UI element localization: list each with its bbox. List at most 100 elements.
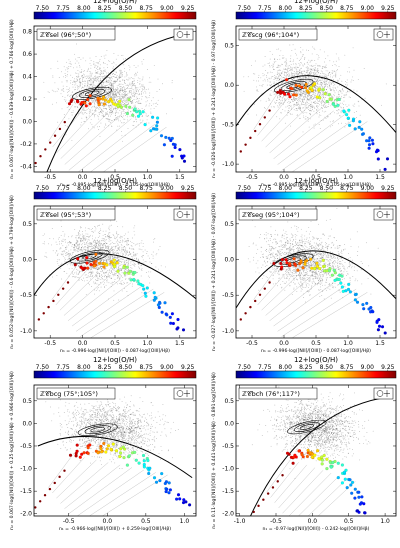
galaxy-point xyxy=(277,59,278,60)
galaxy-point xyxy=(295,67,296,68)
galaxy-point xyxy=(325,103,326,104)
galaxy-point xyxy=(86,274,87,275)
galaxy-point xyxy=(66,247,67,248)
galaxy-point xyxy=(80,241,81,242)
galaxy-point xyxy=(133,81,134,82)
galaxy-point xyxy=(75,94,76,95)
galaxy-point xyxy=(321,82,322,83)
galaxy-point xyxy=(119,268,120,269)
galaxy-point xyxy=(315,88,316,89)
galaxy-point xyxy=(114,274,115,275)
model-point xyxy=(155,128,158,131)
galaxy-point xyxy=(305,119,306,120)
galaxy-point xyxy=(339,109,340,110)
galaxy-point xyxy=(278,80,279,81)
galaxy-point xyxy=(298,67,299,68)
galaxy-point xyxy=(296,92,297,93)
galaxy-point xyxy=(311,72,312,73)
galaxy-point xyxy=(97,72,98,73)
galaxy-point xyxy=(142,86,143,87)
model-point xyxy=(310,86,313,89)
galaxy-point xyxy=(316,90,317,91)
galaxy-point xyxy=(131,101,132,102)
model-point xyxy=(362,132,365,135)
galaxy-point xyxy=(104,77,105,78)
galaxy-point xyxy=(94,94,95,95)
galaxy-point xyxy=(91,244,92,245)
galaxy-point xyxy=(286,66,287,67)
galaxy-point xyxy=(321,80,322,81)
galaxy-point xyxy=(69,96,70,97)
galaxy-point xyxy=(94,76,95,77)
galaxy-point xyxy=(106,96,107,97)
galaxy-point xyxy=(95,246,96,247)
galaxy-point xyxy=(124,262,125,263)
galaxy-point xyxy=(130,97,131,98)
galaxy-point xyxy=(331,83,332,84)
galaxy-point xyxy=(89,284,90,285)
galaxy-point xyxy=(305,92,306,93)
galaxy-point xyxy=(120,269,121,270)
galaxy-point xyxy=(73,250,74,251)
galaxy-point xyxy=(292,100,293,101)
galaxy-point xyxy=(256,80,257,81)
galaxy-point xyxy=(86,119,87,120)
galaxy-point xyxy=(119,94,120,95)
galaxy-point xyxy=(307,87,308,88)
galaxy-point xyxy=(108,119,109,120)
galaxy-point xyxy=(117,75,118,76)
galaxy-point xyxy=(62,245,63,246)
galaxy-point xyxy=(95,86,96,87)
colorbar-tick-label: 9.25 xyxy=(181,185,195,192)
galaxy-point xyxy=(323,76,324,77)
galaxy-point xyxy=(120,74,121,75)
galaxy-point xyxy=(86,236,87,237)
model-point xyxy=(289,95,292,98)
galaxy-point xyxy=(141,103,142,104)
galaxy-point xyxy=(85,76,86,77)
galaxy-point xyxy=(117,118,118,119)
galaxy-point xyxy=(286,58,287,59)
galaxy-point xyxy=(87,245,88,246)
galaxy-point xyxy=(157,104,158,105)
galaxy-point xyxy=(91,272,92,273)
galaxy-point xyxy=(154,238,155,239)
galaxy-point xyxy=(112,284,113,285)
galaxy-point xyxy=(115,80,116,81)
galaxy-point xyxy=(279,95,280,96)
galaxy-point xyxy=(118,78,119,79)
galaxy-point xyxy=(344,95,345,96)
galaxy-point xyxy=(65,125,66,126)
galaxy-point xyxy=(120,95,121,96)
galaxy-point xyxy=(67,76,68,77)
galaxy-point xyxy=(343,97,344,98)
model-point xyxy=(156,117,159,120)
galaxy-point xyxy=(101,84,102,85)
galaxy-point xyxy=(107,85,108,86)
galaxy-point xyxy=(328,75,329,76)
galaxy-point xyxy=(125,250,126,251)
galaxy-point xyxy=(134,107,135,108)
galaxy-point xyxy=(139,83,140,84)
model-point xyxy=(313,82,316,85)
galaxy-point xyxy=(72,235,73,236)
model-point-lowz xyxy=(259,123,261,125)
galaxy-point xyxy=(345,81,346,82)
galaxy-point xyxy=(68,91,69,92)
galaxy-point xyxy=(109,107,110,108)
galaxy-point xyxy=(111,80,112,81)
galaxy-point xyxy=(263,80,264,81)
galaxy-point xyxy=(92,275,93,276)
model-point-lowz xyxy=(264,116,266,118)
galaxy-point xyxy=(92,238,93,239)
galaxy-point xyxy=(68,258,69,259)
galaxy-point xyxy=(93,83,94,84)
galaxy-point xyxy=(101,268,102,269)
galaxy-point xyxy=(68,236,69,237)
galaxy-point xyxy=(117,99,118,100)
galaxy-point xyxy=(129,96,130,97)
model-point xyxy=(126,112,129,115)
galaxy-point xyxy=(78,76,79,77)
galaxy-point xyxy=(77,249,78,250)
galaxy-point xyxy=(315,103,316,104)
